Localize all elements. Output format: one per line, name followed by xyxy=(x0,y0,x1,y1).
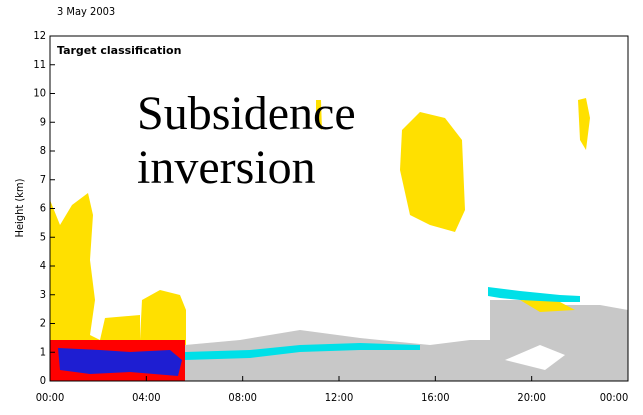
y-tick-label: 2 xyxy=(40,317,46,330)
x-tick-label: 00:00 xyxy=(600,391,629,404)
cloud-region xyxy=(50,193,100,381)
panel-title: Target classification xyxy=(57,44,181,57)
cloud-region xyxy=(488,287,580,302)
x-tick-label: 16:00 xyxy=(421,391,450,404)
x-tick-label: 08:00 xyxy=(228,391,257,404)
x-tick-label: 12:00 xyxy=(325,391,354,404)
cloud-region xyxy=(185,343,420,360)
y-tick-label: 8 xyxy=(40,144,46,157)
y-tick-label: 12 xyxy=(33,29,46,42)
y-tick-label: 1 xyxy=(40,345,46,358)
y-tick-label: 5 xyxy=(40,230,46,243)
cloud-region xyxy=(140,290,186,345)
y-tick-label: 4 xyxy=(40,259,46,272)
y-tick-label: 11 xyxy=(33,58,46,71)
annotation: Subsidence xyxy=(137,87,356,140)
annotation: inversion xyxy=(137,141,316,194)
y-tick-label: 3 xyxy=(40,288,46,301)
cloud-gap xyxy=(505,345,565,370)
x-tick-label: 04:00 xyxy=(132,391,161,404)
cloud-region xyxy=(316,100,322,130)
y-tick-label: 0 xyxy=(40,374,46,387)
cloud-region xyxy=(578,98,590,150)
date-label: 3 May 2003 xyxy=(57,5,115,18)
classification-image xyxy=(50,98,628,381)
y-tick-label: 10 xyxy=(33,87,46,100)
cloud-region xyxy=(100,315,140,340)
cloud-region xyxy=(520,300,575,312)
x-tick-label: 00:00 xyxy=(36,391,65,404)
y-tick-label: 7 xyxy=(40,173,46,186)
y-tick-label: 6 xyxy=(40,202,46,215)
cloud-region xyxy=(400,112,465,232)
cloud-region xyxy=(58,348,182,376)
x-tick-label: 20:00 xyxy=(517,391,546,404)
cloud-region xyxy=(185,300,628,381)
y-tick-label: 9 xyxy=(40,115,46,128)
y-axis-label: Height (km) xyxy=(13,178,26,237)
